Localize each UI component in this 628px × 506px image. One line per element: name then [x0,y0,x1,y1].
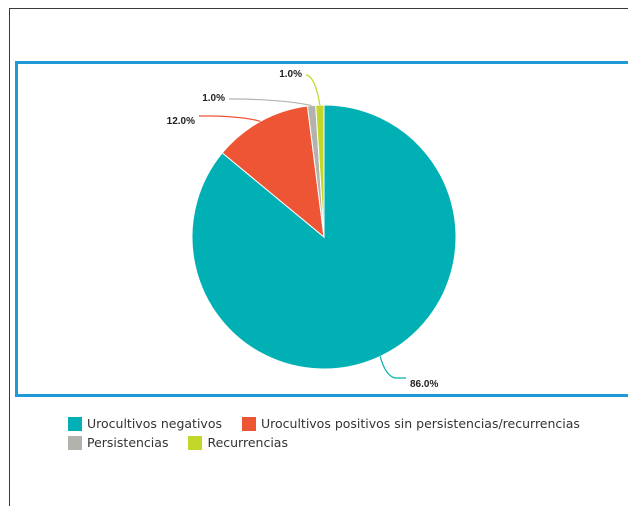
legend-swatch-teal [68,416,82,431]
legend-label-urocultivos-positivos: Urocultivos positivos sin persistencias/… [260,416,580,431]
data-label-urocultivos-negativos: 86.0% [410,379,438,390]
data-label-urocultivos-positivos: 12.0% [167,116,195,127]
leader-line-persistencias [229,98,312,107]
legend-swatch-lime [188,435,203,450]
data-label-persistencias: 1.0% [202,93,225,104]
legend-item-urocultivos-positivos: Urocultivos positivos sin persistencias/… [241,416,580,431]
pie-slice-urocultivos-positivos [221,105,325,239]
leader-line-urocultivos-positivos [199,115,261,122]
legend-label-recurrencias: Recurrencias [207,435,288,450]
legend-item-recurrencias: Recurrencias [188,435,288,450]
legend: Urocultivos negativos Urocultivos positi… [68,414,608,452]
data-label-recurrencias: 1.0% [279,69,302,80]
legend-row-2: Persistencias Recurrencias [68,433,608,452]
legend-label-persistencias: Persistencias [87,435,169,450]
legend-item-urocultivos-negativos: Urocultivos negativos [68,416,222,431]
legend-item-persistencias: Persistencias [68,435,168,450]
legend-swatch-gray [68,435,82,450]
figure-frame [9,8,628,506]
legend-label-urocultivos-negativos: Urocultivos negativos [87,416,222,431]
leader-line-recurrencias [306,74,321,106]
leader-line-urocultivos-negativos [379,356,406,379]
legend-swatch-red [241,416,256,431]
legend-row-1: Urocultivos negativos Urocultivos positi… [68,414,608,433]
